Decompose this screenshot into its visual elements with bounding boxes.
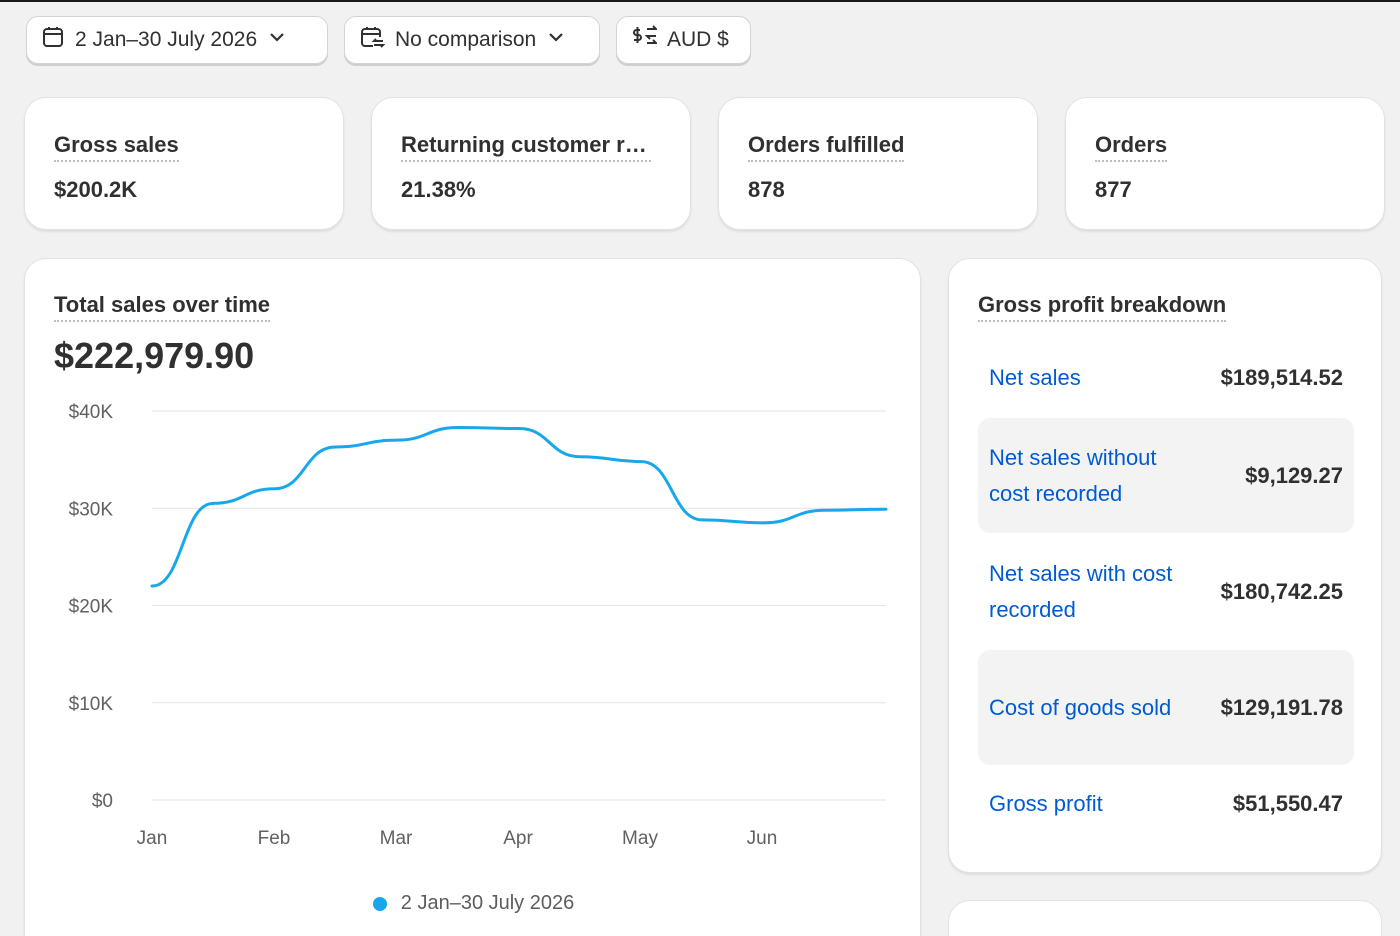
date-range-button[interactable]: 2 Jan–30 July 2026: [26, 16, 328, 64]
y-tick-label: $40K: [69, 402, 114, 423]
metric-value: 878: [748, 177, 785, 202]
sales-line-chart[interactable]: $0 $10K $20K $30K $40K Jan Feb Mar Apr May Jun: [25, 259, 922, 879]
y-tick-label: $30K: [69, 499, 114, 520]
gp-value: $180,742.25: [1220, 578, 1343, 604]
gp-value: $51,550.47: [1232, 791, 1343, 816]
metric-label[interactable]: Orders fulfilled: [748, 132, 905, 162]
gp-row-net-sales-without-cost: Net sales without cost recorded $9,129.2…: [978, 418, 1354, 533]
metric-value: 877: [1095, 177, 1132, 202]
next-card: [948, 900, 1382, 936]
currency-exchange-icon: [631, 25, 659, 55]
chart-title[interactable]: Total sales over time: [54, 292, 271, 322]
chart-total-value: $222,979.90: [54, 335, 255, 376]
metric-label[interactable]: Gross sales: [54, 132, 179, 162]
series-line[interactable]: [150, 426, 888, 588]
gp-row-cost-of-goods-sold: Cost of goods sold $129,191.78: [978, 650, 1354, 765]
gp-label-link[interactable]: Net sales without cost recorded: [989, 444, 1157, 506]
currency-button[interactable]: AUD $: [616, 16, 751, 64]
chevron-down-icon: [267, 27, 287, 53]
legend-dot-icon: [372, 896, 387, 911]
metric-card-orders-fulfilled[interactable]: Orders fulfilled 878: [718, 97, 1038, 230]
x-tick-label: May: [622, 828, 658, 849]
chart-legend[interactable]: 2 Jan–30 July 2026: [25, 892, 922, 915]
metric-value: 21.38%: [401, 177, 476, 202]
x-tick-label: Jun: [747, 828, 778, 849]
calendar-compare-icon: [359, 25, 386, 55]
date-range-label: 2 Jan–30 July 2026: [75, 28, 258, 51]
x-tick-label: Mar: [380, 828, 413, 849]
metric-value: $200.2K: [54, 177, 138, 202]
comparison-label: No comparison: [395, 28, 537, 51]
x-tick-label: Jan: [137, 828, 168, 849]
gp-label-link[interactable]: Gross profit: [989, 791, 1103, 816]
gp-value: $9,129.27: [1245, 462, 1343, 488]
gp-label-link[interactable]: Net sales with cost recorded: [989, 560, 1173, 622]
toolbar: 2 Jan–30 July 2026 No comparison: [26, 16, 751, 64]
total-sales-card: Total sales over time $222,979.90 $0 $10K…: [24, 258, 921, 936]
gp-row-net-sales: Net sales $189,514.52: [978, 358, 1354, 398]
gross-profit-title[interactable]: Gross profit breakdown: [978, 292, 1227, 322]
gp-row-gross-profit: Gross profit $51,550.47: [978, 784, 1354, 824]
gp-label-link[interactable]: Net sales: [989, 365, 1081, 390]
gp-value: $129,191.78: [1220, 694, 1343, 720]
y-tick-label: $0: [92, 791, 113, 812]
metric-card-returning-customer-rate[interactable]: Returning customer rate 21.38%: [371, 97, 691, 230]
y-tick-label: $10K: [69, 694, 114, 715]
legend-label: 2 Jan–30 July 2026: [400, 892, 575, 914]
gross-profit-card: Gross profit breakdown Net sales $189,51…: [948, 258, 1382, 873]
gp-row-net-sales-with-cost: Net sales with cost recorded $180,742.25: [978, 534, 1354, 649]
gp-value: $189,514.52: [1220, 365, 1343, 390]
y-tick-label: $20K: [69, 597, 114, 618]
metric-label[interactable]: Returning customer rate: [401, 132, 651, 162]
x-tick-label: Apr: [503, 828, 533, 849]
metric-card-gross-sales[interactable]: Gross sales $200.2K: [24, 97, 344, 230]
chevron-down-icon: [546, 27, 566, 53]
x-tick-label: Feb: [258, 828, 291, 849]
comparison-button[interactable]: No comparison: [344, 16, 600, 64]
calendar-icon: [41, 25, 65, 55]
currency-label: AUD $: [667, 28, 729, 51]
gp-label-link[interactable]: Cost of goods sold: [989, 694, 1172, 720]
metric-label[interactable]: Orders: [1095, 132, 1168, 162]
metric-card-orders[interactable]: Orders 877: [1065, 97, 1385, 230]
metrics-row: Gross sales $200.2K Returning customer r…: [24, 97, 1385, 230]
